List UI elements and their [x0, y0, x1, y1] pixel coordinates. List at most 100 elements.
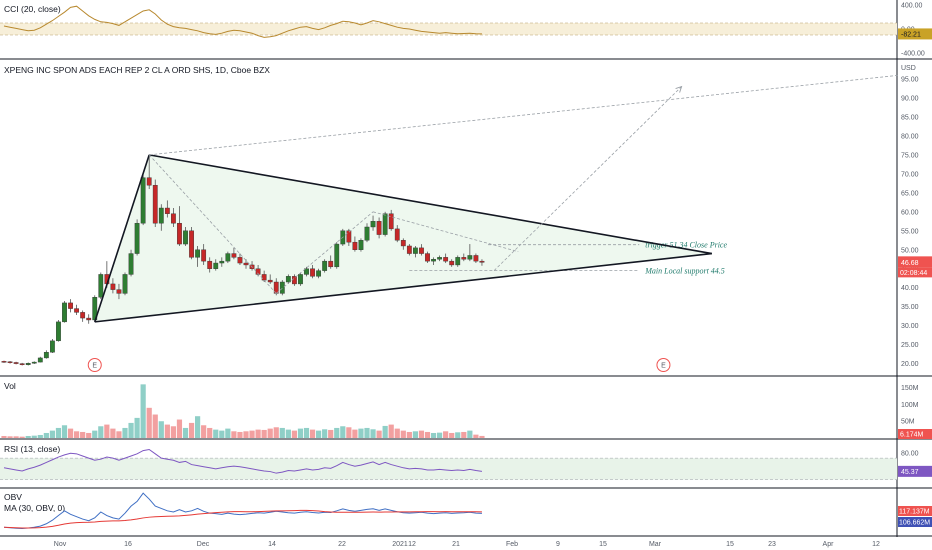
- time-tick-label: 12: [408, 541, 416, 548]
- volume-bar: [176, 419, 183, 438]
- obv-ma-title: MA (30, OBV, 0): [4, 503, 65, 513]
- candle-body: [43, 352, 49, 359]
- candle-body: [225, 253, 231, 262]
- candle-body: [473, 255, 479, 262]
- volume-bar: [182, 427, 189, 438]
- candle-body: [152, 185, 158, 224]
- candle-body: [207, 260, 213, 269]
- volume-value: 6.174M: [900, 432, 924, 439]
- time-tick-label: 16: [124, 541, 132, 548]
- volume-bar: [140, 384, 146, 438]
- candle-body: [455, 257, 461, 266]
- volume-bar: [152, 414, 158, 438]
- candle-body: [352, 241, 358, 250]
- level-label: trigger 51.34 Close Price: [645, 241, 727, 250]
- price-tick-label: 90.00: [901, 95, 919, 102]
- volume-bar: [116, 431, 122, 438]
- time-tick-label: Dec: [197, 541, 210, 548]
- rsi-title: RSI (13, close): [4, 444, 60, 454]
- earnings-marker: [656, 358, 671, 372]
- candle-body: [146, 177, 152, 186]
- earnings-label: E: [92, 363, 97, 370]
- candle-body: [243, 262, 249, 266]
- volume-bar: [255, 429, 261, 438]
- volume-bar: [364, 427, 370, 438]
- candle-body: [116, 289, 122, 294]
- price-tick-label: 60.00: [901, 209, 919, 216]
- volume-bar: [437, 432, 443, 438]
- rsi-line: [3, 448, 483, 474]
- volume-bar: [80, 431, 86, 438]
- volume-bar: [92, 430, 98, 438]
- candle-body: [261, 274, 267, 281]
- candle-body: [68, 302, 73, 309]
- time-tick-label: 23: [768, 541, 776, 548]
- earnings-marker: [87, 358, 102, 372]
- trendline-dashed-late: [372, 211, 519, 253]
- volume-bar: [461, 431, 467, 438]
- volume-bar: [388, 424, 394, 438]
- volume-bar: [328, 429, 334, 438]
- volume-bar: [207, 427, 213, 438]
- volume-bar: [31, 435, 37, 438]
- candle-body: [31, 361, 37, 364]
- volume-bar: [340, 426, 346, 438]
- volume-bar: [49, 430, 55, 438]
- obv-ma-value-tag: [898, 517, 932, 527]
- candle-body: [298, 274, 303, 285]
- time-tick-label: 2021: [392, 541, 408, 548]
- time-tick-label: Mar: [649, 541, 662, 548]
- candle-body: [322, 260, 328, 271]
- price-tick-label: 35.00: [901, 304, 919, 311]
- candle-body: [19, 363, 25, 365]
- volume-bar: [146, 407, 152, 438]
- cci-value: -82.21: [901, 31, 921, 38]
- candle-body: [158, 207, 164, 224]
- candle-body: [164, 207, 170, 214]
- volume-bar: [7, 436, 13, 438]
- volume-bar: [443, 431, 449, 438]
- rsi-value-tag: [898, 465, 932, 477]
- time-tick-label: Feb: [506, 541, 518, 548]
- time-tick-label: 14: [268, 541, 276, 548]
- volume-bar: [406, 431, 412, 438]
- candle-body: [1, 361, 7, 363]
- last-price-value: 46.68: [901, 260, 919, 267]
- time-tick-label: 15: [726, 541, 734, 548]
- candle-body: [376, 221, 382, 235]
- volume-bar: [358, 428, 364, 438]
- candle-body: [334, 243, 340, 268]
- candle-body: [310, 268, 315, 277]
- candle-body: [449, 260, 455, 266]
- price-tick-label: 55.00: [901, 228, 919, 235]
- time-tick-label: 22: [338, 541, 346, 548]
- obv-title: OBV: [4, 492, 22, 502]
- obv-value: 117.137M: [899, 509, 930, 516]
- volume-bar: [134, 417, 140, 438]
- volume-bar: [237, 431, 243, 438]
- volume-bar: [370, 429, 376, 438]
- candle-body: [37, 357, 43, 363]
- candle-body: [279, 281, 285, 294]
- candle-body: [86, 317, 92, 321]
- volume-bar: [164, 424, 170, 438]
- price-tick-label: 20.00: [901, 361, 919, 368]
- volume-bar: [303, 427, 310, 438]
- price-tick-label: 65.00: [901, 190, 919, 197]
- volume-bar: [455, 432, 461, 438]
- volume-bar: [98, 426, 104, 438]
- projection-arrowhead: [675, 85, 683, 93]
- last-price-tag: [898, 256, 932, 268]
- candle-body: [400, 240, 406, 247]
- candle-body: [98, 274, 104, 298]
- cci-line: [3, 5, 482, 38]
- volume-bar: [316, 430, 322, 438]
- volume-bar: [346, 427, 352, 438]
- price-tick-label: 40.00: [901, 285, 919, 292]
- candle-body: [177, 222, 182, 245]
- trendline-impulse-leg: [93, 154, 150, 323]
- candle-body: [370, 221, 376, 228]
- cci-value-tag: [898, 28, 932, 40]
- earnings-label: E: [661, 363, 666, 370]
